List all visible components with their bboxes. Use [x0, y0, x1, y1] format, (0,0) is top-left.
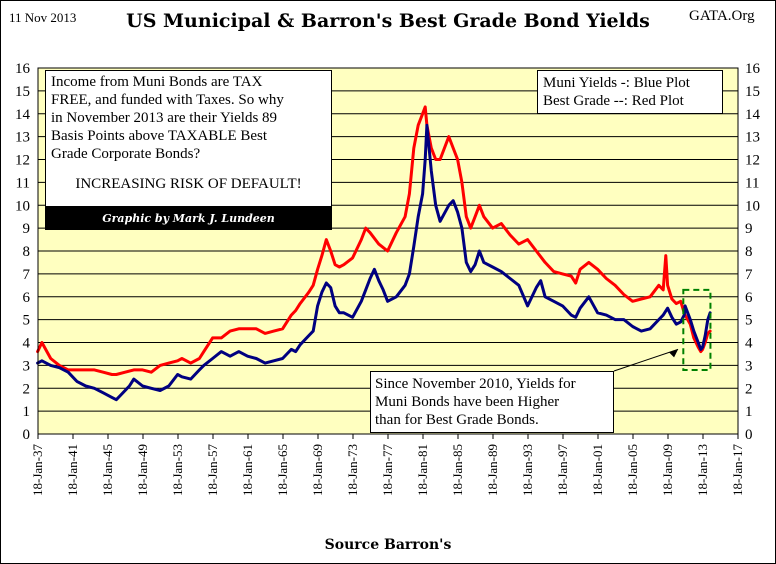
- y-tick-label-left: 3: [23, 358, 31, 374]
- question-note: Income from Muni Bonds are TAX FREE, and…: [45, 70, 332, 207]
- credit-banner: Graphic by Mark J. Lundeen: [45, 207, 332, 230]
- x-tick-label: 18-Jan-73: [345, 444, 360, 496]
- y-tick-label-left: 1: [23, 404, 31, 420]
- x-tick-label: 18-Jan-61: [240, 444, 255, 496]
- since-note: Since November 2010, Yields for Muni Bon…: [370, 371, 614, 433]
- y-tick-label-left: 4: [23, 336, 31, 352]
- y-tick-label-right: 10: [745, 198, 760, 214]
- x-tick-label: 18-Jan-65: [275, 444, 290, 496]
- callout-arrowhead: [669, 349, 679, 358]
- x-tick-label: 18-Jan-49: [135, 444, 150, 496]
- best-grade-yield-line: [36, 105, 712, 376]
- y-tick-label-right: 2: [745, 381, 753, 397]
- y-tick-label-left: 6: [23, 290, 31, 306]
- y-tick-label-right: 6: [745, 290, 753, 306]
- site-label: GATA.Org: [689, 8, 755, 24]
- y-tick-label-right: 14: [745, 107, 761, 123]
- y-tick-label-left: 16: [15, 61, 31, 77]
- note-line: in November 2013 are their Yields 89: [51, 110, 278, 126]
- source-label: Source Barron's: [324, 537, 452, 553]
- x-tick-label: 18-Jan-69: [310, 444, 325, 496]
- since-line: Muni Bonds have been Higher: [375, 394, 560, 410]
- x-tick-label: 18-Jan-77: [380, 444, 395, 496]
- x-tick-label: 18-Jan-81: [415, 444, 430, 496]
- y-tick-label-left: 15: [15, 84, 30, 100]
- legend-muni: Muni Yields -: Blue Plot: [543, 75, 690, 91]
- y-tick-label-right: 5: [745, 313, 753, 329]
- y-tick-label-right: 11: [745, 175, 759, 191]
- highlight-box: [682, 288, 712, 371]
- x-tick-label: 18-Jan-41: [65, 444, 80, 496]
- y-tick-label-right: 0: [745, 427, 753, 443]
- series: [36, 105, 712, 402]
- x-tick-label: 18-Jan-09: [660, 444, 675, 496]
- y-tick-label-right: 9: [745, 221, 753, 237]
- y-tick-label-left: 2: [23, 381, 31, 397]
- y-tick-label-left: 12: [15, 153, 30, 169]
- y-tick-label-left: 9: [23, 221, 31, 237]
- y-tick-label-left: 8: [23, 244, 31, 260]
- note-line: Grade Corporate Bonds?: [51, 146, 201, 162]
- x-tick-label: 18-Jan-45: [100, 444, 115, 496]
- y-tick-label-right: 16: [745, 61, 761, 77]
- chart-title: US Municipal & Barron's Best Grade Bond …: [126, 10, 650, 32]
- x-tick-label: 18-Jan-37: [30, 444, 45, 496]
- y-tick-label-right: 8: [745, 244, 753, 260]
- legend-best-grade: Best Grade --: Red Plot: [543, 93, 684, 109]
- y-tick-label-left: 11: [16, 175, 30, 191]
- callout-arrow: [613, 348, 679, 372]
- x-tick-label: 18-Jan-93: [520, 444, 535, 496]
- x-tick-label: 18-Jan-53: [170, 444, 185, 496]
- x-tick-label: 18-Jan-05: [625, 444, 640, 496]
- y-tick-label-right: 3: [745, 358, 753, 374]
- legend-box: Muni Yields -: Blue Plot Best Grade --: …: [537, 70, 723, 114]
- note-line: FREE, and funded with Taxes. So why: [51, 92, 284, 108]
- note-line: Income from Muni Bonds are TAX: [51, 74, 263, 90]
- muni-yield-line: [36, 123, 712, 402]
- since-line: Since November 2010, Yields for: [375, 376, 576, 392]
- y-tick-label-right: 15: [745, 84, 760, 100]
- x-tick-label: 18-Jan-85: [450, 444, 465, 496]
- y-tick-label-left: 0: [23, 427, 31, 443]
- y-tick-label-right: 1: [745, 404, 753, 420]
- y-tick-label-left: 7: [23, 267, 31, 283]
- y-tick-label-left: 10: [15, 198, 30, 214]
- date-label: 11 Nov 2013: [9, 10, 77, 25]
- x-tick-label: 18-Jan-17: [730, 444, 745, 496]
- y-tick-label-right: 4: [745, 336, 753, 352]
- warning-text: INCREASING RISK OF DEFAULT!: [75, 176, 302, 192]
- note-line: Basis Points above TAXABLE Best: [51, 128, 268, 144]
- plot-border: [37, 67, 739, 435]
- x-tick-label: 18-Jan-97: [555, 444, 570, 496]
- x-tick-label: 18-Jan-13: [695, 444, 710, 496]
- y-tick-label-right: 7: [745, 267, 753, 283]
- x-tick-label: 18-Jan-89: [485, 444, 500, 496]
- y-tick-label-left: 13: [15, 130, 30, 146]
- since-line: than for Best Grade Bonds.: [375, 412, 539, 428]
- y-tick-label-left: 14: [15, 107, 31, 123]
- x-tick-label: 18-Jan-57: [205, 444, 220, 496]
- x-tick-label: 18-Jan-01: [590, 444, 605, 496]
- y-tick-label-left: 5: [23, 313, 31, 329]
- y-tick-label-right: 13: [745, 130, 760, 146]
- y-tick-label-right: 12: [745, 153, 760, 169]
